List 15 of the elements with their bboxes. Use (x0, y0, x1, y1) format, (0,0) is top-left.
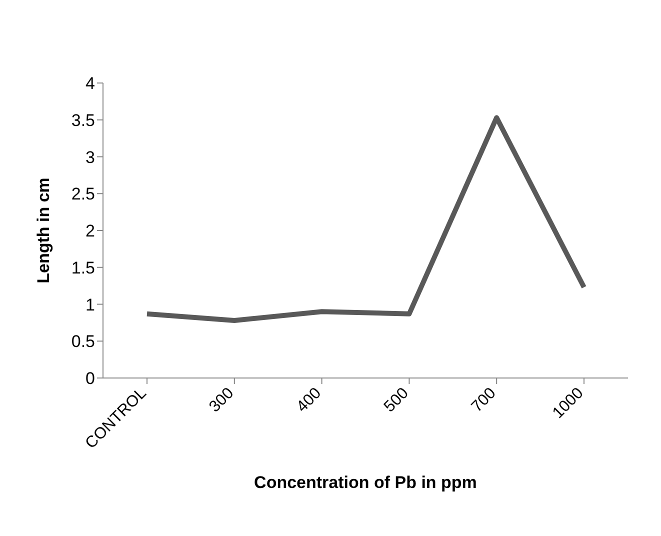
x-tick-label: 700 (468, 384, 500, 416)
y-tick-label: 2 (86, 222, 95, 241)
y-axis-title: Length in cm (34, 178, 54, 284)
y-tick-label: 4 (86, 74, 95, 94)
y-tick-label: 3.5 (71, 110, 95, 130)
y-tick-label: 0.5 (71, 332, 95, 352)
y-tick-label: 1.5 (71, 258, 95, 278)
x-tick-label: 500 (381, 384, 412, 416)
x-tick-label: 300 (206, 384, 238, 416)
y-tick-label: 3 (86, 148, 95, 167)
y-tick-label: 2.5 (71, 184, 95, 204)
x-axis-title: Concentration of Pb in ppm (254, 473, 477, 492)
x-tick-label: 400 (294, 384, 325, 416)
y-tick-label: 1 (86, 295, 95, 314)
y-tick-label: 0 (86, 369, 95, 388)
